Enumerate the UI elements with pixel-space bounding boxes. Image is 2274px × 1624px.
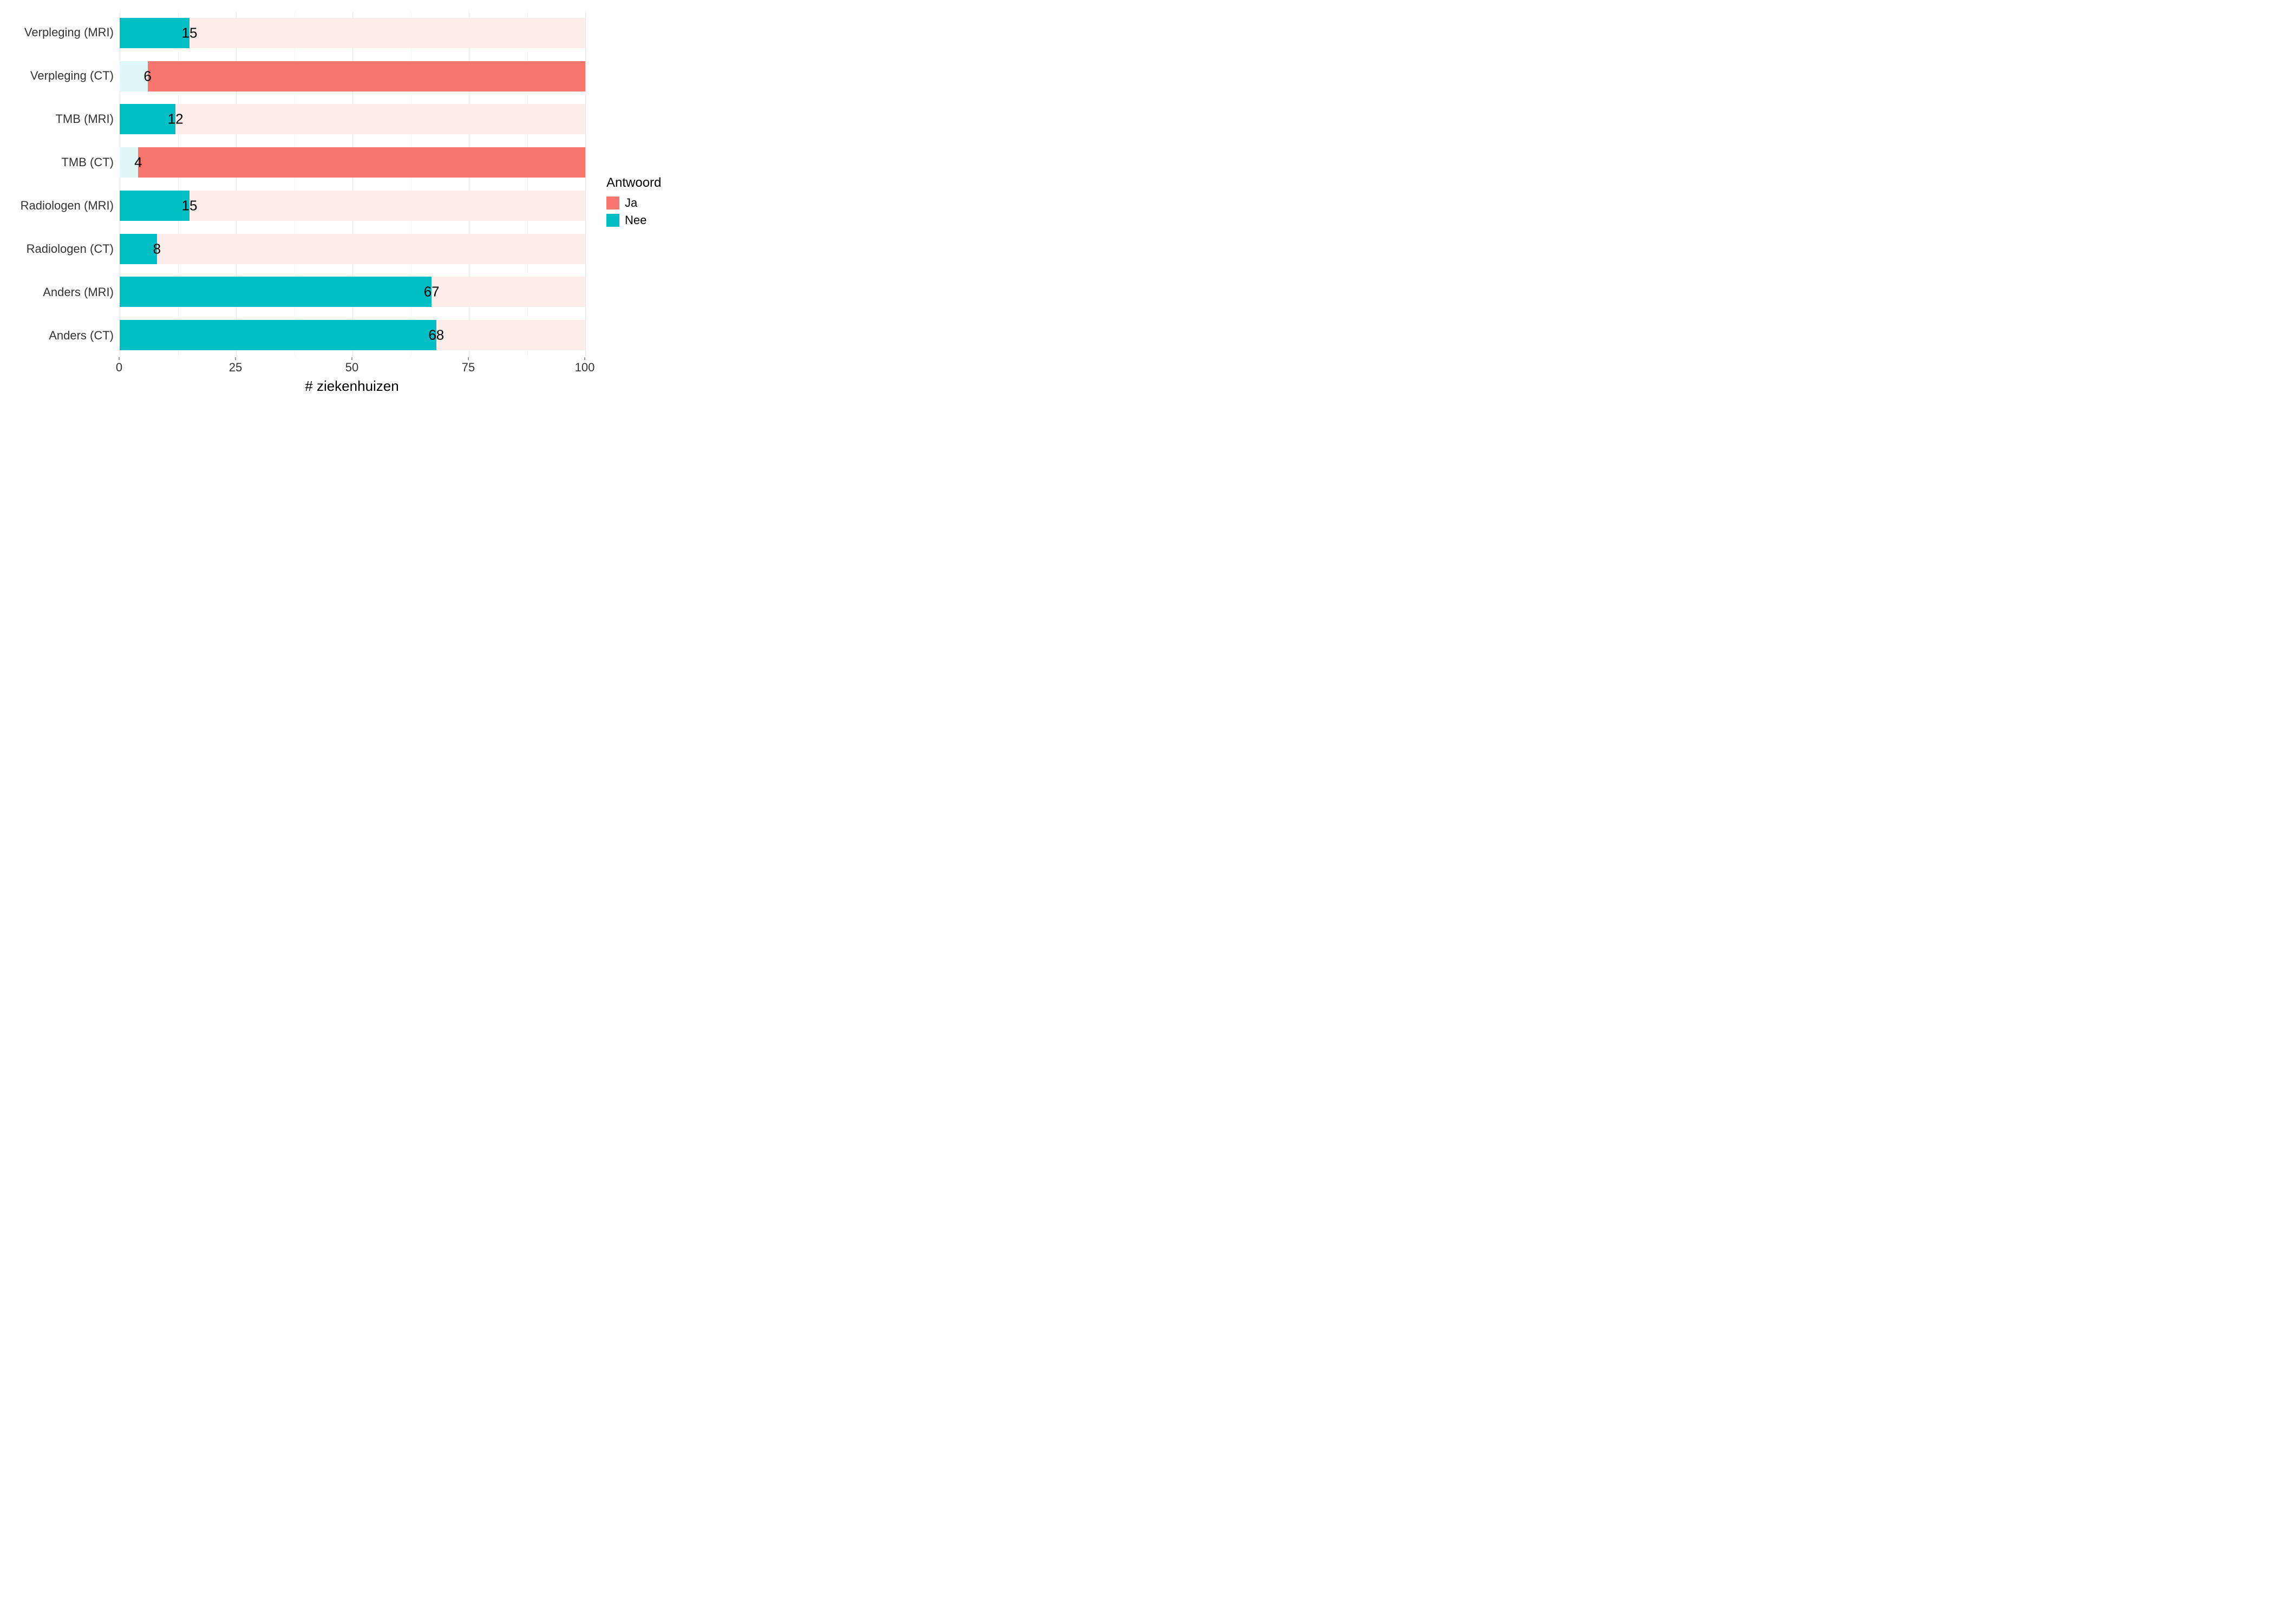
bar-value-label: 6 bbox=[143, 68, 151, 84]
bar-row: 15 bbox=[120, 184, 584, 227]
legend-swatch bbox=[606, 214, 619, 227]
chart: Verpleging (MRI)Verpleging (CT)TMB (MRI)… bbox=[11, 11, 585, 395]
y-tick-label: Radiologen (MRI) bbox=[11, 185, 114, 226]
y-tick-label: Verpleging (CT) bbox=[11, 55, 114, 96]
bar-value-label: 67 bbox=[424, 284, 440, 300]
bar-row: 8 bbox=[120, 227, 584, 271]
bar-row: 4 bbox=[120, 141, 584, 184]
bar-value-label: 12 bbox=[168, 111, 184, 128]
y-tick-label: Anders (MRI) bbox=[11, 272, 114, 313]
plot-area: 15 6 12 4 15 8 67 68 bbox=[119, 11, 585, 357]
chart-container: Verpleging (MRI)Verpleging (CT)TMB (MRI)… bbox=[0, 0, 2274, 405]
bar-segment bbox=[148, 61, 585, 91]
x-tick-label: 25 bbox=[229, 361, 242, 375]
y-tick-label: Verpleging (MRI) bbox=[11, 12, 114, 53]
x-tick-label: 50 bbox=[345, 361, 358, 375]
bar-segment-bg bbox=[120, 104, 585, 134]
y-tick-label: Radiologen (CT) bbox=[11, 228, 114, 270]
x-tick-label: 100 bbox=[575, 361, 595, 375]
x-tick-mark bbox=[119, 357, 120, 360]
bar-row: 67 bbox=[120, 271, 584, 314]
legend-label: Ja bbox=[625, 196, 637, 210]
bar-segment-bg bbox=[120, 234, 585, 264]
legend-label: Nee bbox=[625, 213, 646, 227]
bar-value-label: 15 bbox=[182, 197, 198, 214]
legend-swatch bbox=[606, 197, 619, 209]
x-axis: 0255075100 bbox=[119, 357, 585, 374]
bar-segment bbox=[120, 277, 432, 307]
x-axis-title: # ziekenhuizen bbox=[119, 378, 585, 395]
legend-title: Antwoord bbox=[606, 175, 661, 191]
bar-row: 12 bbox=[120, 98, 584, 141]
legend-item: Ja bbox=[606, 196, 661, 210]
bar-segment bbox=[120, 18, 190, 48]
bar-segment bbox=[120, 320, 436, 350]
y-axis: Verpleging (MRI)Verpleging (CT)TMB (MRI)… bbox=[11, 11, 119, 357]
y-tick-label: Anders (CT) bbox=[11, 315, 114, 356]
bar-row: 68 bbox=[120, 313, 584, 357]
legend-item: Nee bbox=[606, 213, 661, 227]
bar-value-label: 4 bbox=[134, 154, 142, 171]
bar-row: 15 bbox=[120, 11, 584, 55]
bar-segment bbox=[120, 234, 157, 264]
bar-row: 6 bbox=[120, 55, 584, 98]
y-tick-label: TMB (CT) bbox=[11, 142, 114, 183]
y-tick-label: TMB (MRI) bbox=[11, 99, 114, 140]
bar-segment bbox=[120, 191, 190, 221]
bar-segment bbox=[120, 104, 175, 134]
x-tick-mark bbox=[468, 357, 469, 360]
legend: Antwoord Ja Nee bbox=[606, 175, 661, 231]
x-tick-label: 0 bbox=[116, 361, 122, 375]
grid-major bbox=[585, 11, 586, 357]
bar-value-label: 8 bbox=[153, 240, 161, 257]
bar-value-label: 15 bbox=[182, 24, 198, 41]
x-tick-label: 75 bbox=[462, 361, 475, 375]
bar-value-label: 68 bbox=[428, 327, 444, 344]
bars: 15 6 12 4 15 8 67 68 bbox=[120, 11, 584, 357]
bar-segment bbox=[138, 147, 585, 178]
